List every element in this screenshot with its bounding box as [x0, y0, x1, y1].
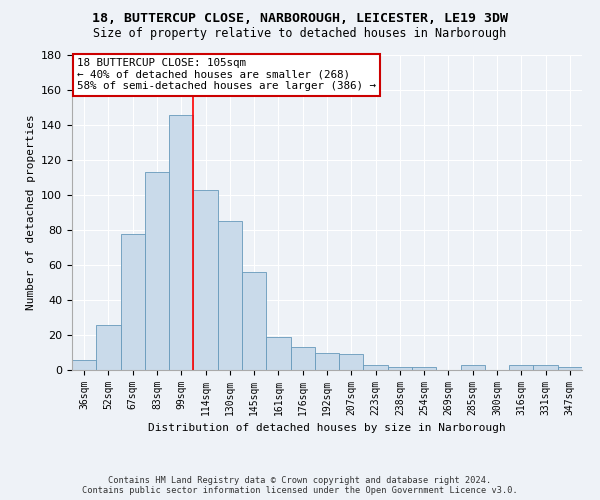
- Bar: [364, 365, 388, 370]
- Bar: [339, 354, 364, 370]
- Bar: [290, 347, 315, 370]
- Bar: [169, 114, 193, 370]
- Text: 18 BUTTERCUP CLOSE: 105sqm
← 40% of detached houses are smaller (268)
58% of sem: 18 BUTTERCUP CLOSE: 105sqm ← 40% of deta…: [77, 58, 376, 92]
- X-axis label: Distribution of detached houses by size in Narborough: Distribution of detached houses by size …: [148, 424, 506, 434]
- Bar: [388, 366, 412, 370]
- Bar: [315, 352, 339, 370]
- Bar: [145, 172, 169, 370]
- Text: Size of property relative to detached houses in Narborough: Size of property relative to detached ho…: [94, 28, 506, 40]
- Text: Contains HM Land Registry data © Crown copyright and database right 2024.
Contai: Contains HM Land Registry data © Crown c…: [82, 476, 518, 495]
- Bar: [461, 365, 485, 370]
- Bar: [412, 366, 436, 370]
- Bar: [72, 360, 96, 370]
- Bar: [242, 272, 266, 370]
- Bar: [266, 337, 290, 370]
- Y-axis label: Number of detached properties: Number of detached properties: [26, 114, 35, 310]
- Bar: [218, 221, 242, 370]
- Bar: [193, 190, 218, 370]
- Bar: [96, 324, 121, 370]
- Text: 18, BUTTERCUP CLOSE, NARBOROUGH, LEICESTER, LE19 3DW: 18, BUTTERCUP CLOSE, NARBOROUGH, LEICEST…: [92, 12, 508, 26]
- Bar: [509, 365, 533, 370]
- Bar: [558, 366, 582, 370]
- Bar: [121, 234, 145, 370]
- Bar: [533, 365, 558, 370]
